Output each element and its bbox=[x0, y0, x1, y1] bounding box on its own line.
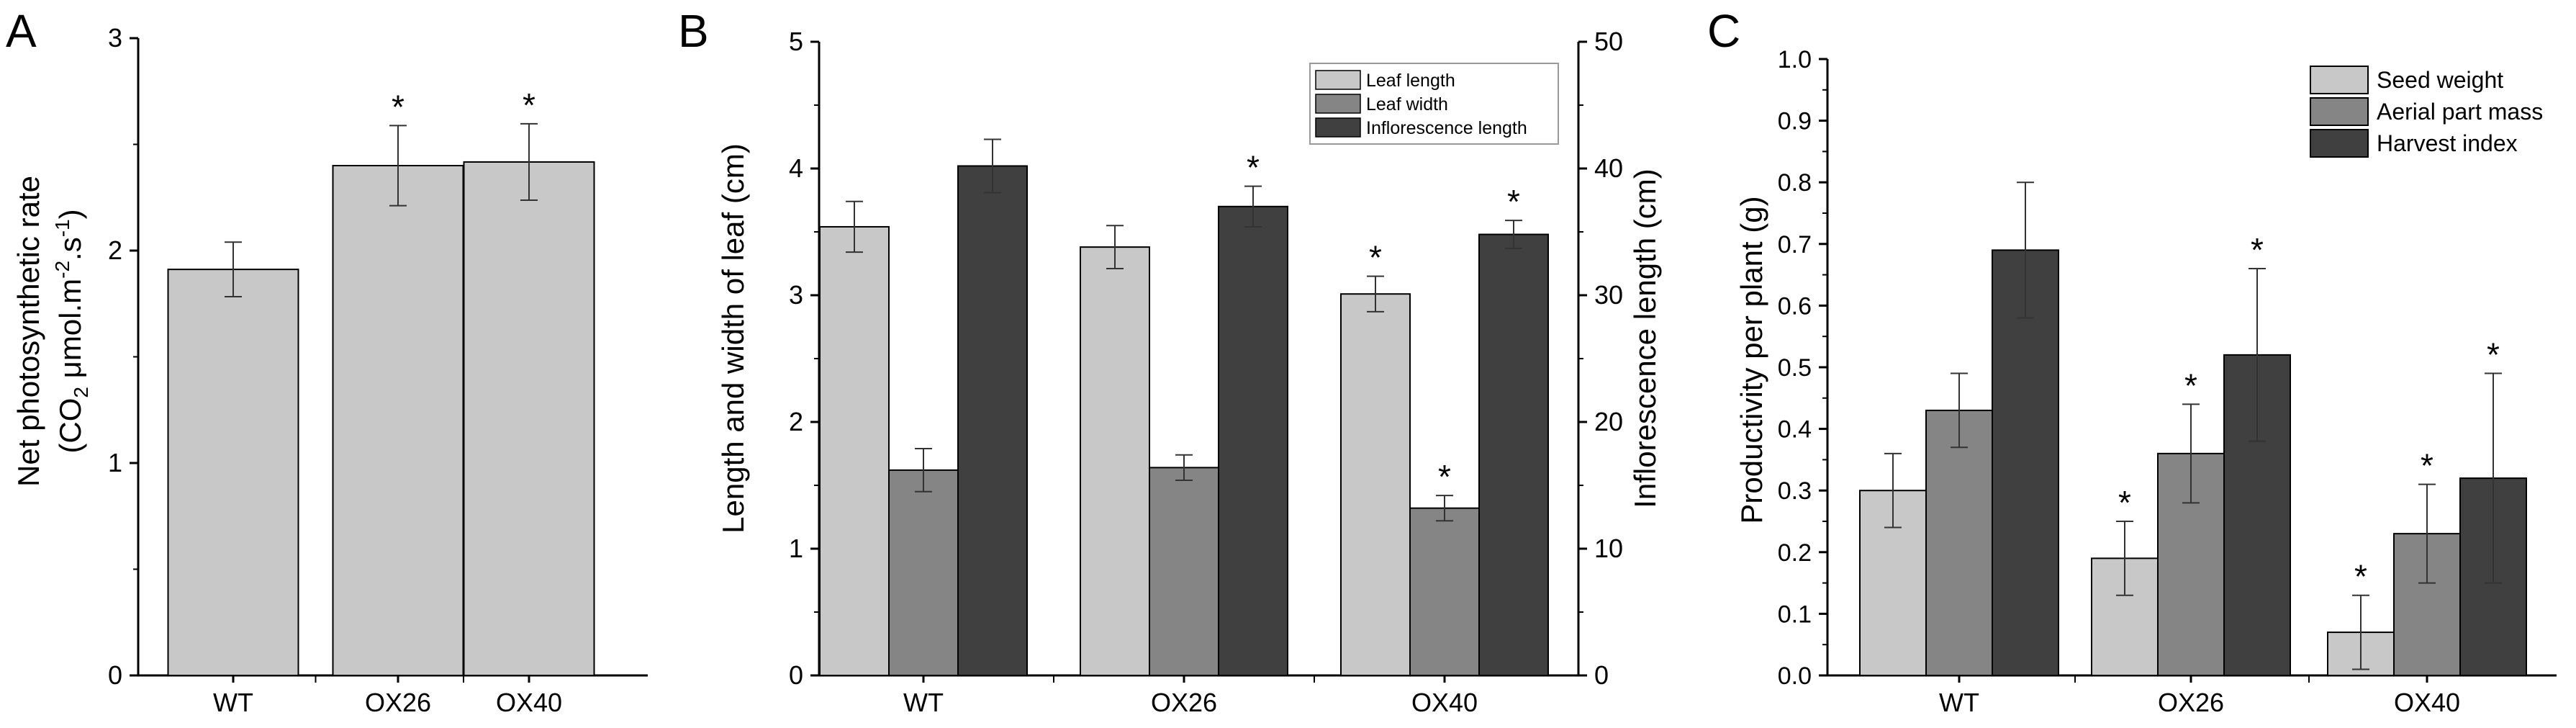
legend-label: Leaf length bbox=[1366, 71, 1455, 91]
significance-star: * bbox=[1507, 183, 1520, 220]
close-paren: ) bbox=[53, 209, 87, 219]
x-tick-label: WT bbox=[1939, 688, 1979, 717]
bar bbox=[1218, 205, 1288, 676]
legend-label: Leaf width bbox=[1366, 94, 1448, 114]
legend-label: Inflorescence length bbox=[1366, 118, 1527, 138]
panel-label-c: C bbox=[1707, 5, 1740, 57]
y-right-tick-label: 20 bbox=[1594, 407, 1623, 436]
y-right-tick-label: 0 bbox=[1594, 660, 1609, 690]
bar bbox=[167, 269, 299, 676]
bar bbox=[1340, 293, 1411, 676]
legend-label: Aerial part mass bbox=[2377, 99, 2543, 125]
y-tick-label: 0.5 bbox=[1778, 354, 1812, 382]
legend-label: Seed weight bbox=[2377, 67, 2503, 93]
x-tick-label: OX26 bbox=[2158, 688, 2224, 717]
y-tick-label: 0.6 bbox=[1778, 292, 1812, 320]
y-axis-title-line2: (CO2 μmol.m-2.s-1) bbox=[51, 209, 92, 453]
y-tick-label: 0 bbox=[789, 660, 803, 690]
bar bbox=[957, 165, 1028, 677]
y-tick-label: 5 bbox=[789, 27, 803, 56]
y-tick-label: 1 bbox=[108, 448, 122, 477]
x-tick-label: OX26 bbox=[1151, 688, 1217, 717]
significance-star: * bbox=[2354, 558, 2367, 596]
legend-swatch bbox=[1315, 117, 1361, 138]
y-right-tick-label: 40 bbox=[1594, 153, 1623, 183]
legend-swatch bbox=[2310, 129, 2369, 158]
co2-subscript: 2 bbox=[70, 387, 92, 398]
significance-star: * bbox=[523, 86, 535, 124]
panel-label-b: B bbox=[678, 5, 709, 57]
bar bbox=[1080, 246, 1150, 676]
y-tick-label: 0.2 bbox=[1778, 539, 1812, 567]
y-tick-label: 4 bbox=[789, 153, 803, 183]
bar bbox=[819, 225, 890, 676]
panel-a: A Net photosynthetic rate (CO2 μmol.m-2.… bbox=[6, 5, 648, 717]
y-axis-title-line1: Net photosynthetic rate bbox=[12, 176, 45, 487]
bar bbox=[888, 469, 959, 676]
legend-swatch bbox=[2310, 97, 2369, 126]
co2-text: (CO bbox=[53, 398, 87, 454]
y-tick-label: 0.8 bbox=[1778, 169, 1812, 197]
y-right-tick-label: 50 bbox=[1594, 27, 1623, 56]
significance-star: * bbox=[2421, 447, 2433, 485]
panel-c: C Productivity per plant (g) 0.00.10.20.… bbox=[1707, 5, 2557, 717]
significance-star: * bbox=[1369, 239, 1382, 277]
significance-star: * bbox=[2251, 231, 2264, 269]
y-tick-label: 0.3 bbox=[1778, 477, 1812, 505]
significance-star: * bbox=[2487, 336, 2500, 374]
unit-text: μmol.m bbox=[53, 279, 87, 387]
m-exponent: -2 bbox=[51, 261, 73, 279]
bar bbox=[1409, 507, 1480, 676]
legend-label: Harvest index bbox=[2377, 130, 2518, 156]
legend-swatch bbox=[2310, 66, 2369, 94]
s-text: .s bbox=[53, 237, 87, 261]
y-tick-label: 1.0 bbox=[1778, 46, 1812, 73]
y-tick-label: 0.4 bbox=[1778, 416, 1812, 444]
significance-star: * bbox=[2118, 484, 2131, 521]
significance-star: * bbox=[2184, 367, 2197, 404]
plot-area-c: 0.0 0.1 0.2 0.3 0.4 0.5 0.6 0.7 0.8 0.9 1.0 WT OX26 O… bbox=[1778, 46, 2557, 717]
bar bbox=[1992, 249, 2059, 676]
legend-swatch bbox=[1315, 94, 1361, 114]
x-tick-label: OX40 bbox=[496, 688, 562, 717]
y-right-tick-label: 30 bbox=[1594, 280, 1623, 310]
y-axis-title-right-b: Inflorescence length (cm) bbox=[1628, 168, 1662, 508]
y-tick-label: 2 bbox=[108, 235, 122, 265]
bar bbox=[332, 165, 464, 676]
y-tick-label: 0.1 bbox=[1778, 601, 1812, 628]
y-tick-label: 0.9 bbox=[1778, 108, 1812, 135]
y-tick-label: 0 bbox=[108, 660, 122, 690]
y-tick-label: 3 bbox=[108, 23, 122, 53]
plot-area-a: 0 1 2 3 WT OX26 OX40 * * bbox=[108, 23, 648, 717]
bar bbox=[463, 161, 595, 676]
significance-star: * bbox=[1438, 458, 1451, 495]
significance-star: * bbox=[1247, 149, 1260, 187]
x-tick-label: OX40 bbox=[2394, 688, 2460, 717]
panel-b: B Length and width of leaf (cm) Inflores… bbox=[678, 5, 1662, 717]
x-tick-label: OX26 bbox=[365, 688, 431, 717]
panel-label-a: A bbox=[6, 5, 37, 57]
bar bbox=[1478, 233, 1549, 676]
s-exponent: -1 bbox=[51, 219, 73, 237]
legend-swatch bbox=[1315, 70, 1361, 90]
y-axis-title-left-b: Length and width of leaf (cm) bbox=[716, 143, 750, 534]
y-axis-title-a: Net photosynthetic rate (CO2 μmol.m-2.s-… bbox=[12, 176, 92, 487]
y-tick-label: 1 bbox=[789, 534, 803, 563]
y-axis-title-c: Productivity per plant (g) bbox=[1735, 196, 1768, 523]
x-tick-label: WT bbox=[213, 688, 253, 717]
bar bbox=[1925, 409, 1993, 676]
x-tick-label: WT bbox=[903, 688, 944, 717]
y-right-tick-label: 10 bbox=[1594, 534, 1623, 563]
significance-star: * bbox=[392, 88, 405, 125]
bar bbox=[1149, 467, 1219, 676]
y-tick-label: 3 bbox=[789, 280, 803, 310]
y-tick-label: 0.0 bbox=[1778, 662, 1812, 690]
x-tick-label: OX40 bbox=[1411, 688, 1478, 717]
y-tick-label: 0.7 bbox=[1778, 231, 1812, 259]
y-tick-label: 2 bbox=[789, 407, 803, 436]
